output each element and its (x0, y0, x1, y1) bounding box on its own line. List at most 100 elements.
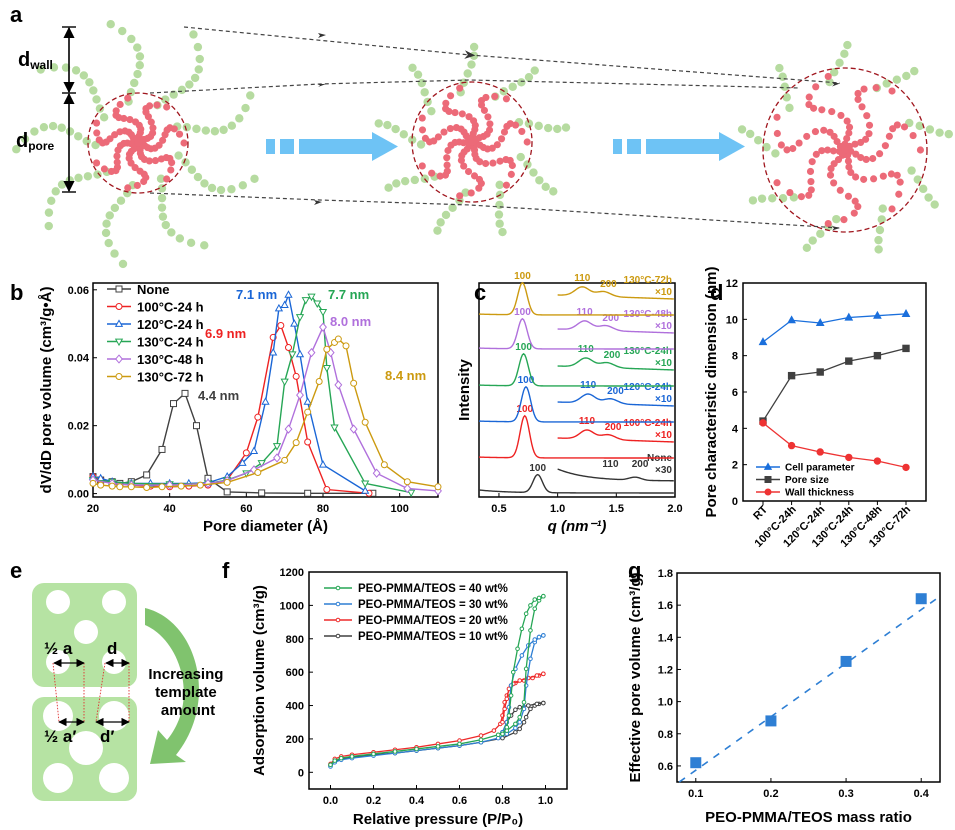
curve-main (478, 414, 674, 459)
shell-bead (832, 214, 841, 224)
data-point (523, 611, 529, 617)
x-tick-label: 20 (87, 503, 99, 515)
core-bead (149, 129, 157, 137)
core-bead (447, 92, 455, 100)
data-point (304, 438, 312, 446)
data-point (330, 424, 339, 433)
y-tick-label: 0.00 (68, 489, 89, 501)
core-bead (508, 161, 516, 170)
data-point (515, 646, 520, 652)
core-bead (843, 134, 851, 143)
core-bead (502, 95, 510, 103)
x-tick-label: 60 (240, 503, 252, 515)
data-point (532, 637, 538, 642)
core-bead (168, 159, 176, 167)
shell-bead (207, 183, 217, 193)
data-point (254, 469, 262, 477)
shell-bead (44, 208, 54, 217)
shell-bead (463, 69, 472, 78)
shell-bead (494, 210, 504, 219)
panel-label-a: a (10, 2, 23, 27)
data-point (534, 673, 540, 678)
x-axis-label: PEO-PMMA/TEOS mass ratio (705, 809, 912, 826)
core-bead (475, 184, 483, 192)
shell-bead (408, 63, 417, 72)
data-point (528, 706, 533, 712)
shell-bead (189, 30, 198, 39)
shell-bead (65, 127, 75, 136)
shell-bead (875, 225, 885, 235)
core-bead (482, 159, 490, 168)
core-bead (92, 159, 101, 167)
data-point (170, 400, 177, 408)
data-point (258, 489, 266, 497)
shell-bead (104, 238, 113, 248)
data-point (322, 365, 331, 373)
core-bead (862, 155, 870, 164)
shell-bead (913, 175, 922, 184)
x-tick-label: 0.1 (688, 788, 703, 800)
shell-bead (51, 187, 60, 196)
core-bead (170, 125, 178, 133)
legend-marker (335, 601, 341, 607)
core-bead (151, 157, 160, 165)
pores (43, 590, 129, 793)
shell-bead (185, 80, 194, 89)
peak-label-100: 100 (518, 375, 535, 386)
core-bead (502, 181, 510, 189)
label-half-a: ½ a (44, 639, 73, 658)
legend-marker (115, 285, 123, 293)
core-bead (909, 131, 917, 140)
data-point (392, 749, 398, 754)
core-bead (496, 157, 504, 165)
data-point (532, 606, 538, 612)
guide-arrowhead (318, 33, 326, 38)
core-bead (451, 108, 459, 117)
core-bead (488, 144, 496, 152)
core-bead (93, 129, 101, 137)
sample-label: 120°C-24h (624, 382, 672, 393)
core-bead (153, 101, 161, 109)
core-bead (442, 105, 450, 113)
core-bead (824, 219, 832, 228)
shell-bead (227, 121, 237, 130)
legend-label: Pore size (785, 475, 829, 486)
core-bead (786, 189, 794, 197)
shell-bead (133, 43, 142, 52)
y-tick-label: 800 (286, 634, 304, 646)
core-bead (808, 158, 816, 166)
y-tick-label: 1.4 (658, 632, 674, 644)
shell-bead (495, 200, 504, 210)
data-point (500, 731, 505, 737)
data-point (307, 347, 316, 358)
scale-label: ×10 (655, 358, 672, 369)
data-point (319, 322, 327, 332)
core-bead (811, 128, 820, 136)
core-bead (870, 175, 878, 183)
pore-outline (762, 67, 928, 233)
scale-label: ×10 (655, 394, 672, 405)
scale-label: ×10 (655, 430, 672, 441)
core-bead (845, 163, 853, 171)
shell-bead (448, 203, 457, 213)
shell-bead (495, 180, 504, 190)
data-point (108, 482, 116, 490)
data-point (223, 488, 231, 496)
shell-bead (535, 176, 544, 185)
data-point (89, 479, 97, 487)
core-bead (826, 128, 834, 136)
core-bead (167, 166, 175, 174)
data-point (517, 714, 523, 720)
shell-bead (250, 174, 259, 183)
peak-label-100: 100 (529, 463, 546, 474)
shell-bead (410, 175, 420, 185)
chart-d-pore-dimensions: 024681012RT100°C-24h120°C-24h130°C-24h13… (703, 267, 927, 550)
core-bead (827, 164, 835, 173)
core-bead (836, 186, 844, 194)
shell-bead (216, 185, 226, 195)
core-bead (854, 203, 862, 211)
x-tick-label: 1.0 (550, 503, 565, 515)
